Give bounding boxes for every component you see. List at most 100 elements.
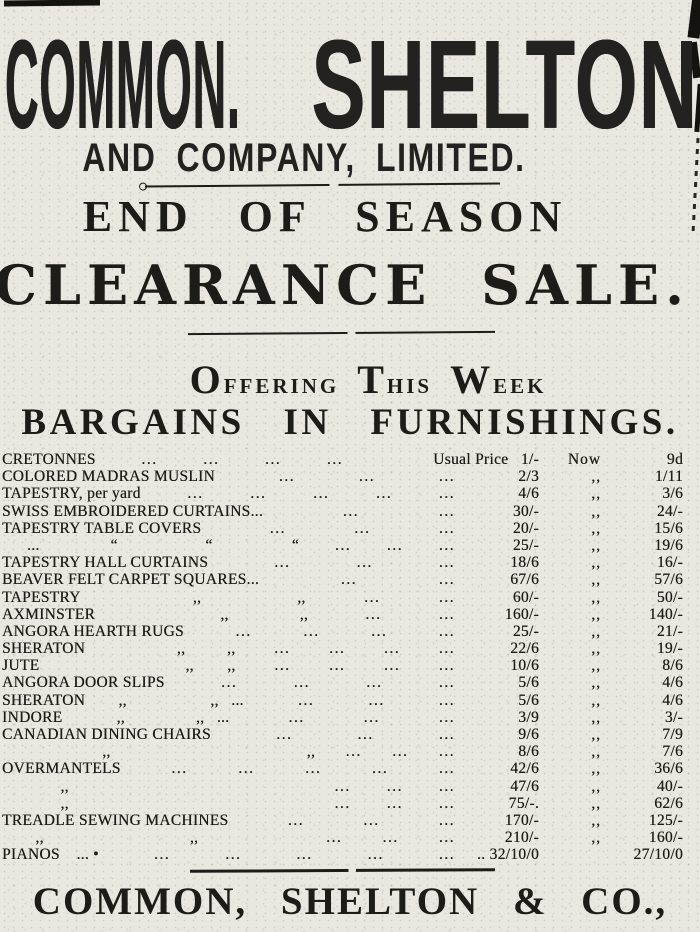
item-name: ,, ,,	[2, 829, 286, 847]
ditto-mark: ,,	[591, 640, 601, 658]
item-name: BEAVER FELT CARPET SQUARES...	[2, 571, 260, 589]
leader-dots: ...	[386, 777, 403, 795]
ditto-mark: ,,	[591, 536, 601, 554]
usual-price: 10/6	[510, 657, 539, 675]
table-row: TREADLE SEWING MACHINES......... 170/- ,…	[2, 812, 683, 829]
now-price: 4/6	[662, 691, 683, 709]
leader-dots: ...	[438, 743, 455, 761]
masthead: COMMON. SHELTON	[0, 22, 700, 148]
leader-dots: ...	[438, 846, 455, 864]
usual-price: 5/6	[518, 674, 539, 692]
leader-dots: ...	[438, 468, 455, 486]
bargains-heading: BARGAINS IN FURNISHINGS.	[21, 402, 679, 443]
ditto-mark: ,,	[591, 588, 601, 606]
leader-dots: ...	[274, 640, 291, 658]
table-row: PIANOS ... •............... .. 32/10/0 2…	[2, 846, 683, 863]
table-row: ,, ......... 47/6 ,, 40/-	[2, 778, 683, 795]
leader-dots: ...	[356, 554, 373, 572]
table-row: ,, ,, ......... 210/- ,, 160/-	[2, 829, 683, 846]
item-name-cell: TREADLE SEWING MACHINES.........	[2, 812, 455, 829]
usual-price: 20/-	[512, 519, 539, 537]
leader-dots: ...	[438, 726, 455, 743]
usual-price: 18/6	[510, 554, 539, 572]
leader-dots: ...	[364, 588, 381, 606]
leader-dots: ...	[438, 485, 455, 503]
ditto-mark: ,,	[591, 674, 601, 692]
item-name-cell: ,, ,, .........	[2, 829, 455, 846]
leader-dots: ...	[288, 708, 305, 726]
leader-dots: ...	[296, 846, 313, 864]
now-price: 140/-	[648, 605, 683, 623]
usual-price: 22/6	[510, 640, 539, 658]
leader-dots: ...	[334, 777, 351, 795]
now-price: 50/-	[656, 588, 683, 606]
item-name-cell: CRETONNES............	[2, 451, 455, 468]
ditto-mark: ,,	[591, 485, 601, 503]
leader-dots: ...	[358, 468, 375, 486]
item-name: CANADIAN DINING CHAIRS	[2, 726, 211, 743]
item-name-cell: SHERATON ,, ,,............	[2, 640, 455, 657]
leader-dots: ...	[382, 829, 399, 847]
ditto-mark: ,,	[591, 519, 601, 537]
leader-dots: ...	[354, 519, 371, 537]
item-name-cell: SHERATON ,, ,, ............	[2, 692, 455, 709]
leader-dots: ...	[276, 726, 293, 743]
now-price: 8/6	[662, 657, 683, 675]
item-name: TAPESTRY HALL CURTAINS	[2, 554, 209, 572]
usual-price: 4/6	[518, 485, 539, 503]
item-name: INDORE ,, ,, ...	[2, 708, 230, 726]
table-row: ANGORA DOOR SLIPS............ 5/6 ,, 4/6	[2, 674, 683, 691]
masthead-word-common: COMMON.	[5, 14, 241, 155]
table-row: ,, ,,......... 8/6 ,, 7/6	[2, 743, 683, 760]
leader-dots: ...	[392, 743, 409, 761]
now-price: 160/-	[648, 829, 683, 847]
leader-dots: ...	[372, 760, 389, 778]
now-price: 19/-	[656, 640, 683, 658]
ditto-mark: Now	[567, 451, 601, 468]
table-row: SHERATON ,, ,, ............ 5/6 ,, 4/6	[2, 692, 683, 709]
table-row: TAPESTRY TABLE COVERS......... 20/- ,, 1…	[2, 520, 683, 537]
item-name-cell: ANGORA DOOR SLIPS............	[2, 674, 455, 691]
item-name: TREADLE SEWING MACHINES	[2, 811, 229, 829]
table-row: ,, ......... 75/-. ,, 62/6	[2, 795, 683, 812]
now-price: 125/-	[648, 811, 683, 829]
now-price: 3/-	[664, 708, 683, 726]
now-price: 19/6	[654, 536, 683, 554]
now-price: 16/-	[656, 554, 683, 572]
price-table: CRETONNES............ Usual Price 1/- No…	[0, 451, 700, 864]
leader-dots: ...	[265, 451, 282, 468]
offering-word: FFERING	[223, 374, 340, 398]
usual-price: 5/6	[518, 691, 539, 709]
item-name-cell: TAPESTRY ,, ,,......	[2, 589, 455, 606]
item-name-cell: TAPESTRY TABLE COVERS.........	[2, 520, 455, 537]
leader-dots: ...	[371, 622, 388, 640]
leader-dots: ...	[334, 536, 352, 554]
leader-dots: ...	[438, 605, 455, 623]
usual-price: 170/-	[504, 811, 539, 829]
table-row: AXMINSTER ,, ,,...... 160/- ,, 140/-	[2, 606, 683, 623]
leader-dots: ...	[154, 846, 171, 864]
usual-price: 25/-	[512, 622, 539, 640]
item-name: CRETONNES	[2, 451, 96, 468]
leader-dots: ...	[438, 708, 455, 726]
now-price: 40/-	[656, 777, 683, 795]
headline-clearance-sale: CLEARANCE SALE.	[0, 253, 690, 317]
usual-price: 25/-	[512, 536, 539, 554]
leader-dots: ...	[365, 605, 382, 623]
table-row: TAPESTRY HALL CURTAINS......... 18/6 ,, …	[2, 554, 683, 571]
leader-dots: ...	[342, 502, 359, 520]
now-price: 3/6	[662, 485, 683, 503]
leader-dots: ...	[438, 554, 455, 572]
table-row: JUTE ,, ,,............ 10/6 ,, 8/6	[2, 657, 683, 674]
now-price: 36/6	[654, 760, 683, 778]
leader-dots: ...	[274, 657, 291, 675]
table-row: ANGORA HEARTH RUGS............ 25/- ,, 2…	[2, 623, 683, 640]
table-row: OVERMANTELS............... 42/6 ,, 36/6	[2, 760, 683, 777]
item-name: ,, ,,	[2, 743, 316, 761]
usual-price: 47/6	[510, 777, 539, 795]
item-name-cell: TAPESTRY, per yard...............	[2, 485, 455, 502]
now-price: 4/6	[662, 674, 683, 692]
leader-dots: ...	[329, 657, 346, 675]
table-row: INDORE ,, ,, ............ 3/9 ,, 3/-	[2, 709, 683, 726]
